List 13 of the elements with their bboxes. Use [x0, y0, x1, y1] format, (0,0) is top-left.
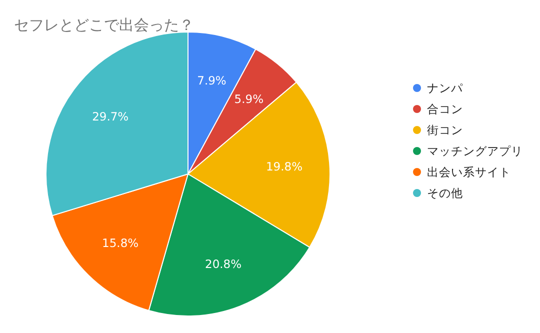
legend-label: その他 [427, 186, 463, 200]
legend-label: ナンパ [427, 81, 464, 95]
data-label: 5.9% [234, 92, 264, 106]
legend-label: 出会い系サイト [427, 165, 511, 179]
legend-label: 合コン [427, 102, 463, 116]
data-label: 19.8% [266, 159, 303, 174]
legend-label: マッチングアプリ [427, 144, 523, 158]
data-label: 7.9% [197, 73, 226, 88]
legend-label: 街コン [427, 123, 463, 137]
data-label: 15.8% [102, 236, 139, 250]
chart-title: セフレとどこで出会った？ [14, 16, 194, 34]
data-label: 29.7% [92, 110, 129, 124]
data-label: 20.8% [205, 256, 242, 271]
